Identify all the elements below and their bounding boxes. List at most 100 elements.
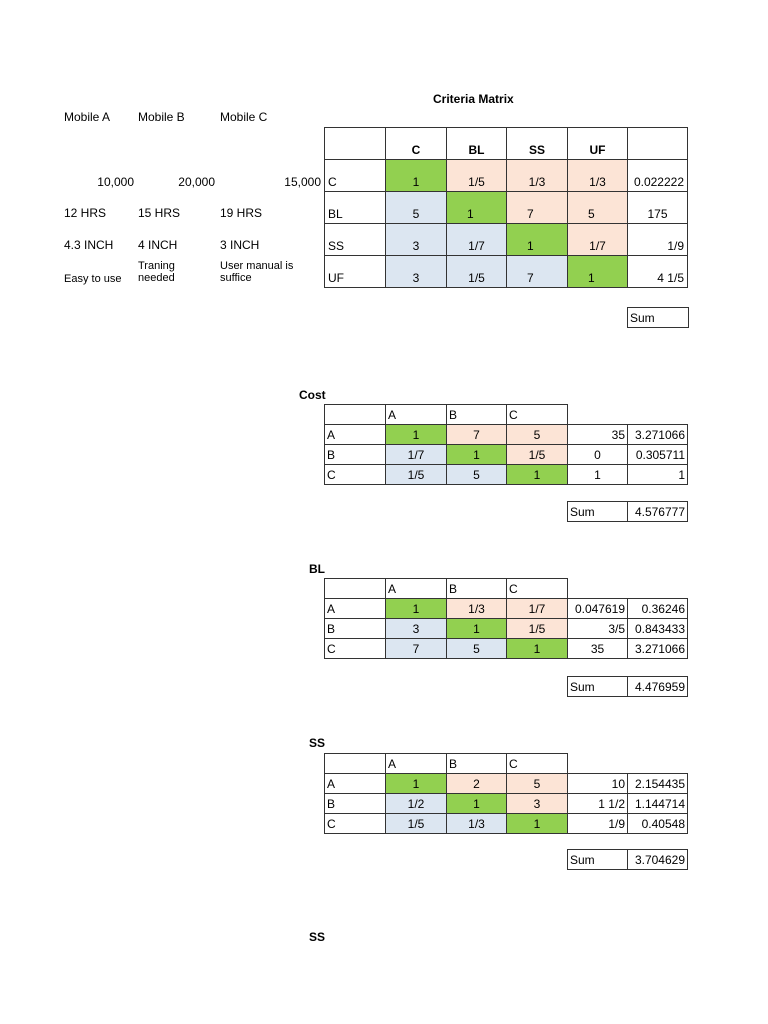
- criteria-col-header[interactable]: BL: [446, 127, 507, 160]
- cost-product[interactable]: 35: [567, 424, 628, 445]
- criteria-cell[interactable]: 1/7: [567, 223, 628, 256]
- bl-sum-value[interactable]: 4.476959: [627, 676, 688, 697]
- cost-cell[interactable]: 7: [446, 424, 507, 445]
- bl-product[interactable]: 3/5: [567, 618, 628, 639]
- ss-cell[interactable]: 2: [446, 773, 507, 794]
- bl-cell[interactable]: 1: [446, 618, 507, 639]
- cost-cell[interactable]: 1/5: [506, 444, 568, 465]
- ss-col-header[interactable]: C: [506, 753, 568, 774]
- criteria-cell[interactable]: 1/3: [506, 159, 568, 192]
- ss-cell[interactable]: 5: [506, 773, 568, 794]
- bl-cell[interactable]: 1: [385, 598, 447, 619]
- criteria-corner-cell[interactable]: [324, 127, 386, 160]
- criteria-cell[interactable]: 1: [385, 159, 447, 192]
- criteria-cell[interactable]: 7: [506, 255, 568, 288]
- bl-cell[interactable]: 7: [385, 638, 447, 659]
- criteria-cell[interactable]: 1: [446, 191, 507, 224]
- ss-cell[interactable]: 1/2: [385, 793, 447, 814]
- bl-col-header[interactable]: B: [446, 578, 507, 599]
- cost-col-header[interactable]: A: [385, 404, 447, 425]
- bl-row-label[interactable]: B: [324, 618, 386, 639]
- criteria-col-header[interactable]: UF: [567, 127, 628, 160]
- ss-cell[interactable]: 1/3: [446, 813, 507, 834]
- criteria-col-header[interactable]: C: [385, 127, 447, 160]
- cost-col-header[interactable]: C: [506, 404, 568, 425]
- cost-sum-label[interactable]: Sum: [567, 501, 628, 522]
- cost-cell[interactable]: 1: [506, 464, 568, 485]
- criteria-result[interactable]: 175: [627, 191, 688, 224]
- bl-col-header[interactable]: A: [385, 578, 447, 599]
- criteria-cell[interactable]: 3: [385, 255, 447, 288]
- bl-row-label[interactable]: C: [324, 638, 386, 659]
- criteria-cell[interactable]: 1/3: [567, 159, 628, 192]
- cost-col-header[interactable]: B: [446, 404, 507, 425]
- ss-corner-cell[interactable]: [324, 753, 386, 774]
- bl-product[interactable]: 35: [567, 638, 628, 659]
- bl-root[interactable]: 0.36246: [627, 598, 688, 619]
- cost-product[interactable]: 1: [567, 464, 628, 485]
- cost-cell[interactable]: 1: [446, 444, 507, 465]
- criteria-cell[interactable]: 1/5: [446, 159, 507, 192]
- cost-cell[interactable]: 1/7: [385, 444, 447, 465]
- criteria-sum-label[interactable]: Sum: [627, 307, 689, 328]
- criteria-cell[interactable]: 7: [506, 191, 568, 224]
- ss-sum-label[interactable]: Sum: [567, 849, 628, 870]
- ss-product[interactable]: 10: [567, 773, 628, 794]
- bl-cell[interactable]: 1/3: [446, 598, 507, 619]
- ss-row-label[interactable]: B: [324, 793, 386, 814]
- ss-cell[interactable]: 1: [506, 813, 568, 834]
- cost-row-label[interactable]: A: [324, 424, 386, 445]
- cost-row-label[interactable]: C: [324, 464, 386, 485]
- criteria-row-label[interactable]: UF: [324, 255, 386, 288]
- bl-cell[interactable]: 1: [506, 638, 568, 659]
- criteria-result[interactable]: 1/9: [627, 223, 688, 256]
- ss-cell[interactable]: 1: [385, 773, 447, 794]
- cost-cell[interactable]: 1: [385, 424, 447, 445]
- bl-cell[interactable]: 1/5: [506, 618, 568, 639]
- cost-product[interactable]: 0: [567, 444, 628, 465]
- ss-row-label[interactable]: C: [324, 813, 386, 834]
- bl-sum-label[interactable]: Sum: [567, 676, 628, 697]
- criteria-result[interactable]: 0.022222: [627, 159, 688, 192]
- criteria-cell[interactable]: 5: [567, 191, 628, 224]
- ss-product[interactable]: 1 1/2: [567, 793, 628, 814]
- ss-cell[interactable]: 1/5: [385, 813, 447, 834]
- bl-root[interactable]: 0.843433: [627, 618, 688, 639]
- cost-cell[interactable]: 1/5: [385, 464, 447, 485]
- criteria-row-label[interactable]: BL: [324, 191, 386, 224]
- ss-root[interactable]: 1.144714: [627, 793, 688, 814]
- criteria-cell[interactable]: 1/5: [446, 255, 507, 288]
- bl-product[interactable]: 0.047619: [567, 598, 628, 619]
- cost-cell[interactable]: 5: [446, 464, 507, 485]
- ss-product[interactable]: 1/9: [567, 813, 628, 834]
- criteria-col-header[interactable]: SS: [506, 127, 568, 160]
- criteria-cell[interactable]: 1/7: [446, 223, 507, 256]
- bl-root[interactable]: 3.271066: [627, 638, 688, 659]
- criteria-result-header[interactable]: [627, 127, 688, 160]
- bl-corner-cell[interactable]: [324, 578, 386, 599]
- criteria-cell[interactable]: 5: [385, 191, 447, 224]
- ss-col-header[interactable]: A: [385, 753, 447, 774]
- cost-root[interactable]: 0.305711: [627, 444, 688, 465]
- bl-col-header[interactable]: C: [506, 578, 568, 599]
- bl-cell[interactable]: 5: [446, 638, 507, 659]
- bl-cell[interactable]: 1/7: [506, 598, 568, 619]
- ss-cell[interactable]: 3: [506, 793, 568, 814]
- ss-cell[interactable]: 1: [446, 793, 507, 814]
- criteria-result[interactable]: 4 1/5: [627, 255, 688, 288]
- bl-cell[interactable]: 3: [385, 618, 447, 639]
- ss-root[interactable]: 2.154435: [627, 773, 688, 794]
- cost-corner-cell[interactable]: [324, 404, 386, 425]
- ss-col-header[interactable]: B: [446, 753, 507, 774]
- cost-sum-value[interactable]: 4.576777: [627, 501, 688, 522]
- criteria-cell[interactable]: 1: [506, 223, 568, 256]
- criteria-row-label[interactable]: SS: [324, 223, 386, 256]
- criteria-row-label[interactable]: C: [324, 159, 386, 192]
- cost-row-label[interactable]: B: [324, 444, 386, 465]
- criteria-cell[interactable]: 1: [567, 255, 628, 288]
- ss-sum-value[interactable]: 3.704629: [627, 849, 688, 870]
- cost-root[interactable]: 1: [627, 464, 688, 485]
- cost-cell[interactable]: 5: [506, 424, 568, 445]
- ss-root[interactable]: 0.40548: [627, 813, 688, 834]
- bl-row-label[interactable]: A: [324, 598, 386, 619]
